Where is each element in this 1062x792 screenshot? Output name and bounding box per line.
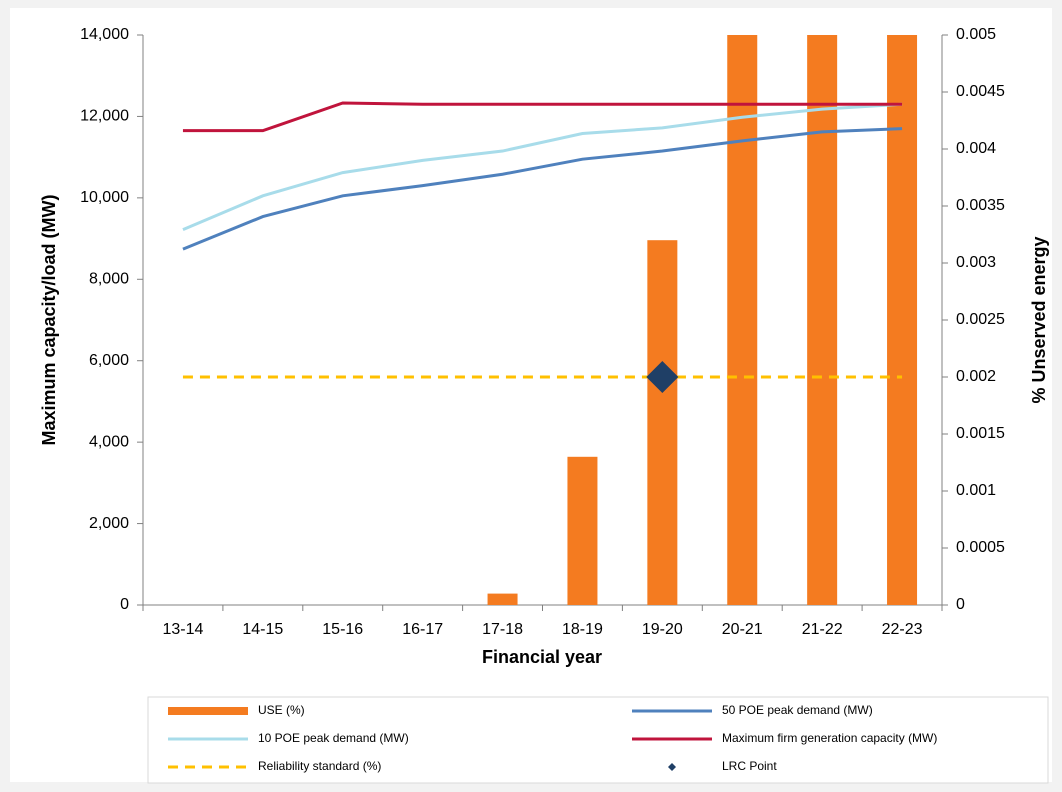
- y-tick-label: 2,000: [89, 515, 129, 532]
- y-axis-title: Maximum capacity/load (MW): [39, 194, 59, 445]
- legend-label: LRC Point: [722, 759, 777, 773]
- legend-label: Maximum firm generation capacity (MW): [722, 731, 937, 745]
- x-tick-label: 13-14: [162, 621, 203, 638]
- y2-axis-title: % Unserved energy: [1029, 236, 1049, 403]
- y2-tick-label: 0.0045: [956, 83, 1005, 100]
- y2-tick-label: 0.0035: [956, 197, 1005, 214]
- y-tick-label: 4,000: [89, 433, 129, 450]
- bar: [647, 240, 678, 605]
- y2-tick-label: 0.004: [956, 140, 996, 157]
- y2-tick-label: 0.002: [956, 368, 996, 385]
- bar: [887, 35, 918, 605]
- x-tick-label: 18-19: [562, 621, 603, 638]
- series-line: [182, 101, 903, 133]
- bar: [567, 456, 598, 605]
- marker: [646, 361, 679, 393]
- series-line: [182, 102, 903, 231]
- y2-tick-label: 0.005: [956, 26, 996, 43]
- y-tick-label: 8,000: [89, 271, 129, 288]
- y-tick-label: 14,000: [80, 26, 129, 43]
- y2-tick-label: 0.0005: [956, 539, 1005, 556]
- x-axis-title: Financial year: [482, 647, 602, 667]
- legend-label: USE (%): [258, 703, 305, 717]
- legend-label: 10 POE peak demand (MW): [258, 731, 409, 745]
- legend-label: Reliability standard (%): [258, 759, 381, 773]
- x-tick-label: 22-23: [882, 621, 923, 638]
- bar: [807, 35, 838, 605]
- x-tick-label: 14-15: [242, 621, 283, 638]
- x-tick-label: 16-17: [402, 621, 443, 638]
- bar: [487, 593, 518, 605]
- x-tick-label: 17-18: [482, 621, 523, 638]
- legend-label: 50 POE peak demand (MW): [722, 703, 873, 717]
- x-tick-label: 15-16: [322, 621, 363, 638]
- bar: [727, 35, 758, 605]
- legend-swatch: [668, 763, 676, 771]
- y2-tick-label: 0.001: [956, 482, 996, 499]
- y-tick-label: 10,000: [80, 189, 129, 206]
- legend-box: [147, 696, 1049, 784]
- y2-tick-label: 0.0025: [956, 311, 1005, 328]
- x-tick-label: 20-21: [722, 621, 763, 638]
- legend-swatch: [168, 707, 248, 715]
- y-tick-label: 6,000: [89, 352, 129, 369]
- y2-tick-label: 0: [956, 596, 965, 613]
- y-tick-label: 0: [120, 596, 129, 613]
- series-line: [182, 127, 903, 251]
- x-tick-label: 21-22: [802, 621, 843, 638]
- x-tick-label: 19-20: [642, 621, 683, 638]
- y2-tick-label: 0.0015: [956, 425, 1005, 442]
- chart-panel: [10, 8, 1052, 782]
- y-tick-label: 12,000: [80, 108, 129, 125]
- y2-tick-label: 0.003: [956, 254, 996, 271]
